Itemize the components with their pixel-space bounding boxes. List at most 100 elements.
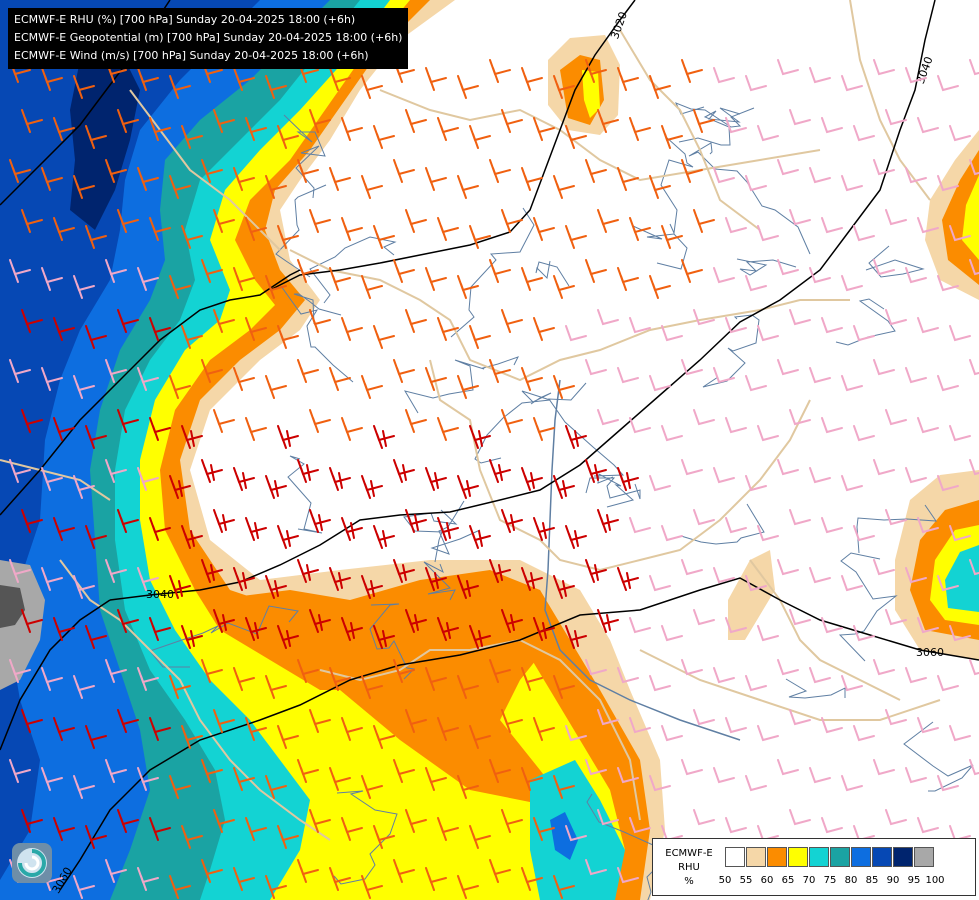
wind-barb xyxy=(969,659,979,676)
wind-barb xyxy=(181,825,203,849)
rhu-band-90-west xyxy=(70,50,140,230)
legend-swatches xyxy=(725,847,935,867)
wind-barb xyxy=(713,67,735,84)
wind-barb xyxy=(393,259,415,283)
wind-barb xyxy=(693,309,715,326)
wind-barb xyxy=(905,667,927,684)
map-title-box: ECMWF-E RHU (%) [700 hPa] Sunday 20-04-2… xyxy=(8,8,409,69)
wind-barb xyxy=(21,609,43,633)
wind-barb xyxy=(565,325,587,342)
wind-barb xyxy=(521,367,543,391)
wind-barb xyxy=(85,825,107,849)
wind-barb xyxy=(53,617,75,641)
wind-barb xyxy=(949,725,971,742)
wind-barb xyxy=(85,625,107,649)
wind-barb xyxy=(341,617,363,641)
rhu-strip-northeast-yellow xyxy=(962,175,979,260)
wind-barb xyxy=(629,117,651,141)
wind-barb xyxy=(425,267,447,291)
wind-barb xyxy=(745,275,767,292)
wind-barb xyxy=(917,317,939,334)
wind-barb xyxy=(809,667,831,684)
wind-barb xyxy=(405,309,427,333)
wind-barb xyxy=(681,359,703,376)
wind-barb xyxy=(393,359,415,383)
wind-barb xyxy=(297,359,319,383)
wind-barb xyxy=(757,525,779,542)
wind-barb xyxy=(841,175,863,192)
wind-barb xyxy=(105,159,127,183)
wind-barb xyxy=(425,567,447,591)
wind-barb xyxy=(809,367,831,384)
wind-barb xyxy=(789,109,811,126)
wind-barb xyxy=(437,217,459,241)
wind-barb xyxy=(969,159,979,176)
wind-barb xyxy=(405,109,427,133)
wind-barb xyxy=(361,675,383,699)
wind-barb xyxy=(233,367,255,391)
legend-swatch xyxy=(788,847,808,867)
wind-barb xyxy=(329,567,351,591)
wind-barb xyxy=(393,559,415,583)
legend-swatch xyxy=(914,847,934,867)
wind-barb xyxy=(233,467,255,491)
wind-barb xyxy=(341,817,363,841)
wind-barb xyxy=(821,217,843,234)
wind-barb xyxy=(489,259,511,283)
wind-barb xyxy=(469,525,491,549)
legend-tick-label: 75 xyxy=(823,875,837,886)
wind-barb xyxy=(565,525,587,549)
contour-label: 3040 xyxy=(146,588,174,601)
river-line xyxy=(835,298,896,346)
wind-barb xyxy=(329,267,351,291)
wind-barb xyxy=(777,259,799,276)
border-line xyxy=(379,89,821,182)
wind-barb xyxy=(661,725,683,742)
wind-barb xyxy=(821,717,843,734)
wind-barb xyxy=(789,509,811,526)
wind-barb xyxy=(361,775,383,799)
wind-barb xyxy=(341,417,363,441)
ecmwf-logo-icon xyxy=(12,843,52,883)
wind-barb xyxy=(329,167,351,191)
contour-line-3040-lower xyxy=(0,599,111,751)
wind-barb xyxy=(149,317,171,341)
river-line xyxy=(450,207,535,338)
wind-barb xyxy=(521,467,543,491)
wind-barb xyxy=(73,375,95,399)
contour-label: 3020 xyxy=(608,10,630,41)
river-line xyxy=(333,790,398,885)
wind-barb xyxy=(949,125,971,142)
wind-barb xyxy=(309,809,331,833)
wind-barb xyxy=(437,617,459,641)
wind-barb xyxy=(137,267,159,291)
wind-barb xyxy=(277,425,299,449)
river-line xyxy=(736,258,797,276)
wind-barb xyxy=(521,67,543,91)
wind-barb xyxy=(629,817,651,834)
wind-barb xyxy=(617,167,639,191)
wind-barb xyxy=(341,317,363,341)
wind-barb xyxy=(629,717,651,734)
wind-barb xyxy=(213,209,235,233)
wind-barb xyxy=(469,325,491,349)
wind-barb xyxy=(85,425,107,449)
wind-barb xyxy=(149,217,171,241)
wind-barb xyxy=(617,367,639,384)
wind-barb xyxy=(905,567,927,584)
wind-barb xyxy=(361,875,383,899)
legend-unit: % xyxy=(684,876,694,887)
wind-barb xyxy=(393,159,415,183)
wind-barb xyxy=(457,275,479,299)
wind-barb xyxy=(661,125,683,149)
wind-barb xyxy=(53,517,75,541)
wind-barb xyxy=(917,117,939,134)
wind-barb xyxy=(565,625,587,649)
wind-barb xyxy=(265,275,287,299)
legend-swatch xyxy=(851,847,871,867)
wind-barb xyxy=(617,67,639,91)
wind-barb xyxy=(213,309,235,333)
wind-barb xyxy=(181,525,203,549)
wind-barb xyxy=(457,75,479,99)
